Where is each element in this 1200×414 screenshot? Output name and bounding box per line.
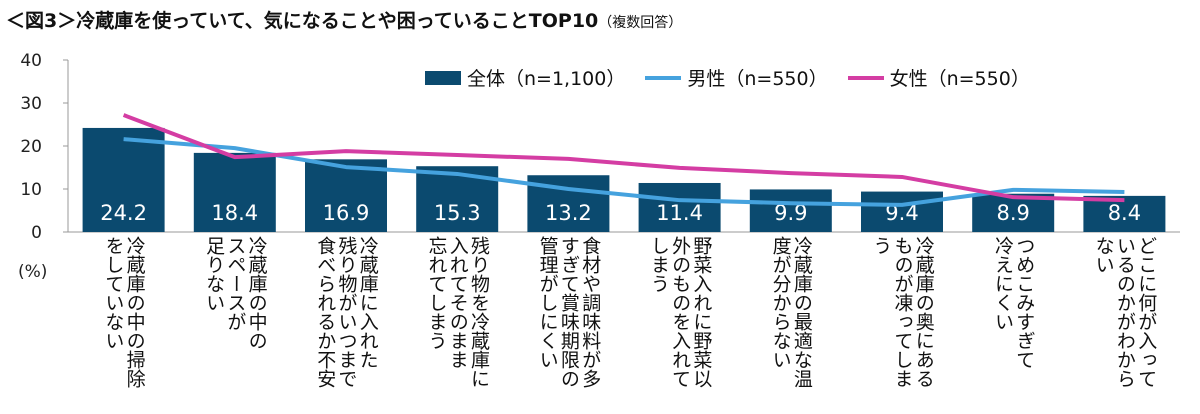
y-tick-label: 0 [31,223,42,243]
bar-total [972,193,1055,232]
bar-value-label: 16.9 [323,201,370,225]
x-category-label: 冷蔵庫の奥にある ものが凍ってしま う [870,236,935,388]
bar-value-label: 18.4 [211,201,258,225]
y-tick-label: 30 [20,94,42,114]
x-category-label: どこに何が入って いるのかがわから ない [1092,236,1158,388]
bar-value-label: 11.4 [656,201,703,225]
legend-label-total: 全体（n=1,100） [467,68,626,90]
bar-total [749,189,832,232]
bar-value-label: 8.9 [996,201,1029,225]
bar-value-label: 24.2 [100,201,147,225]
legend-label-male: 男性（n=550） [687,68,828,90]
legend-label-female: 女性（n=550） [889,68,1030,90]
y-axis-unit: (%) [18,262,48,282]
bar-value-label: 13.2 [545,201,592,225]
legend-swatch-total [425,70,461,85]
bar-total [305,159,387,232]
y-tick-label: 10 [20,180,42,200]
title-text: ＜図3＞冷蔵庫を使っていて、気になることや困っていることTOP10 [6,10,599,32]
x-category-label: つめこみすぎて 冷えにくい [991,236,1036,369]
bar-total [1083,195,1166,232]
legend: 全体（n=1,100） 男性（n=550） 女性（n=550） [425,64,1030,91]
x-category-label: 食材や調味料が多 すぎて賞味期限の 管理がしにくい [536,236,602,388]
bar-total [82,127,165,232]
bar-value-label: 8.4 [1108,201,1141,225]
x-category-label: 残り物を冷蔵庫に 入れてそのまま 忘れてしまう [425,236,490,388]
x-category-label: 冷蔵庫の中の スペースが 足りない [203,236,268,350]
legend-swatch-female [847,75,884,80]
y-tick-label: 40 [20,51,42,71]
x-category-label: 冷蔵庫に入れた 残り物がいつまで 食べられるか不安 [314,236,379,388]
line-male [123,137,1125,207]
y-tick-label: 20 [20,137,42,157]
bar-value-label: 15.3 [434,201,481,225]
x-category-label: 冷蔵庫の最適な温 度が分からない [769,236,813,388]
bar-total [638,182,721,232]
line-female [122,113,1125,203]
legend-swatch-male [645,75,682,80]
chart-title: ＜図3＞冷蔵庫を使っていて、気になることや困っていることTOP10（複数回答） [6,6,682,33]
bar-total [193,152,276,232]
bar-total [861,191,943,232]
subtitle-text: （複数回答） [598,15,683,31]
x-category-label: 冷蔵庫の中の掃除 をしていない [102,236,146,388]
x-category-label: 野菜入れに野菜以 外のものを入れて しまう [647,236,713,388]
